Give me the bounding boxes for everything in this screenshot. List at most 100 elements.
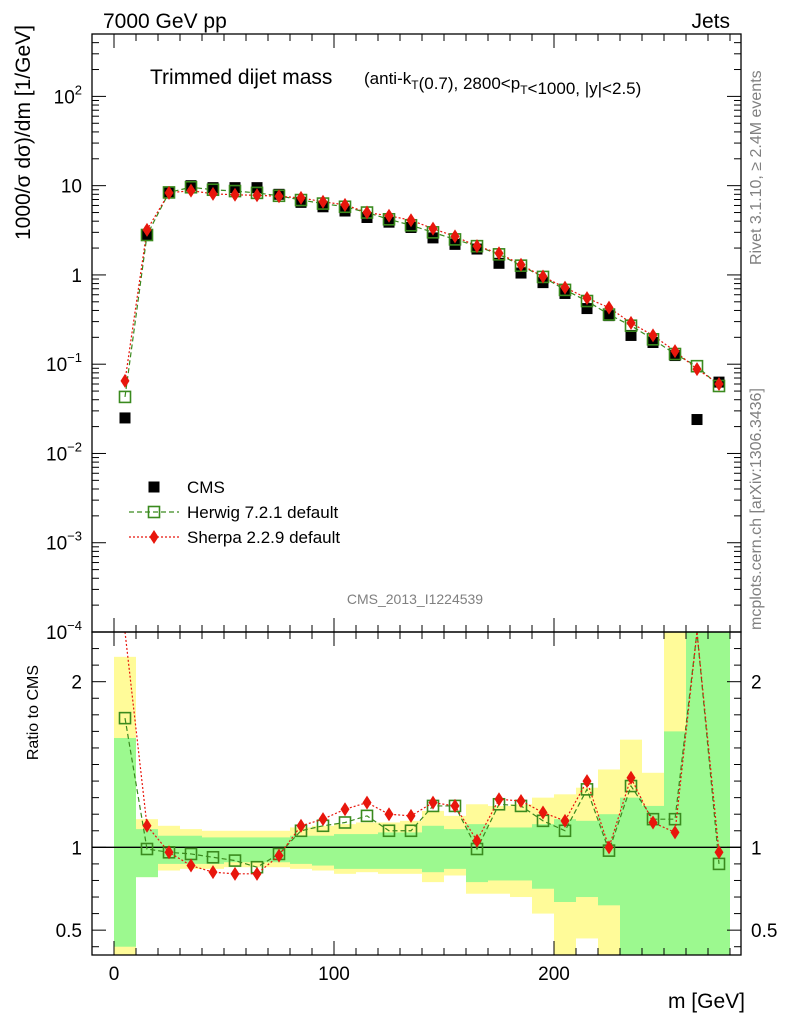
data-point-cms — [119, 412, 131, 424]
green-band-bin — [400, 832, 422, 869]
ratio-point-sherpa — [252, 866, 262, 881]
data-point-sherpa — [406, 213, 416, 228]
y-tick-label: 10−2 — [46, 439, 82, 465]
y-tick-label: 10−4 — [46, 618, 82, 644]
data-point-sherpa — [120, 373, 130, 388]
ratio-point-herwig — [118, 711, 132, 725]
x-tick-label: 200 — [538, 964, 570, 985]
ratio-point-herwig — [338, 816, 352, 829]
ratio-point-herwig — [228, 854, 242, 867]
legend-marker-cms — [148, 481, 160, 493]
ratio-point-sherpa — [340, 802, 350, 817]
data-point-sherpa — [472, 239, 482, 254]
ratio-line-sherpa — [124, 631, 720, 875]
ratio-point-sherpa — [604, 840, 614, 855]
legend-label: Herwig 7.2.1 default — [187, 503, 338, 522]
ratio-point-sherpa — [384, 807, 394, 822]
data-point-sherpa — [516, 257, 526, 272]
ratio-point-herwig — [206, 850, 220, 864]
data-point-cms — [691, 414, 703, 426]
data-point-sherpa — [164, 185, 174, 200]
green-band-bin — [444, 829, 466, 869]
data-point-cms — [493, 257, 505, 269]
data-point-cms — [515, 267, 527, 279]
ratio-point-sherpa — [626, 770, 636, 785]
green-band-bin — [224, 837, 246, 863]
ratio-y-tick-label-right: 1 — [751, 838, 762, 859]
ratio-point-sherpa — [516, 793, 526, 808]
data-point-herwig — [118, 390, 132, 404]
ratio-point-sherpa — [230, 866, 240, 881]
data-point-sherpa — [274, 189, 284, 204]
data-point-sherpa — [626, 315, 636, 330]
ratio-point-sherpa — [648, 815, 658, 830]
ratio-point-sherpa — [296, 818, 306, 833]
ratio-point-sherpa — [318, 812, 328, 827]
y-tick-label: 10 — [61, 177, 82, 198]
legend: CMS Herwig 7.2.1 default Sherpa 2.2.9 defa… — [129, 478, 340, 547]
svg-text:Trimmed dijet mass: Trimmed dijet mass — [150, 66, 332, 89]
ratio-point-sherpa — [450, 798, 460, 813]
ratio-y-tick-label-left: 2 — [71, 673, 82, 694]
data-point-sherpa — [604, 300, 614, 315]
data-point-sherpa — [692, 362, 702, 377]
ratio-point-sherpa — [428, 795, 438, 810]
data-point-cms — [647, 337, 659, 349]
ratio-point-herwig — [668, 812, 682, 826]
y-tick-label: 1 — [71, 266, 82, 287]
green-band-bin — [334, 834, 356, 869]
axis-ticks: 10−4 10−3 10−2 10−1 1 10 102 0 100 200 0.5 0.5 1 1 2 2 — [46, 33, 777, 985]
main-ylabel: 1000/σ dσ)/dm [1/GeV] — [12, 25, 35, 240]
xlabel: m [GeV] — [668, 990, 745, 1013]
ratio-point-sherpa — [362, 795, 372, 810]
legend-marker-sherpa — [149, 530, 159, 544]
data-point-sherpa — [230, 187, 240, 202]
green-band-bin — [356, 834, 378, 869]
ratio-point-sherpa — [494, 792, 504, 807]
ratio-point-sherpa — [472, 833, 482, 848]
ratio-y-tick-label-left: 0.5 — [56, 921, 82, 942]
ratio-point-sherpa — [582, 774, 592, 789]
green-band-bin — [136, 829, 158, 878]
rivet-version-label: Rivet 3.1.10, ≥ 2.4M events — [748, 70, 765, 265]
ratio-uncertainty-bands — [92, 632, 741, 955]
green-band-bin — [532, 824, 554, 889]
data-point-sherpa — [252, 188, 262, 203]
data-point-sherpa — [186, 183, 196, 198]
data-point-sherpa — [296, 190, 306, 205]
legend-label: Sherpa 2.2.9 default — [187, 528, 340, 547]
analysis-watermark: CMS_2013_I1224539 — [347, 591, 483, 607]
ratio-point-herwig — [382, 824, 396, 838]
y-tick-label: 10−1 — [46, 350, 82, 376]
ratio-ylabel: Ratio to CMS — [25, 665, 42, 760]
y-tick-label: 10−3 — [46, 529, 82, 555]
header-energy-label: 7000 GeV pp — [103, 10, 227, 33]
data-point-sherpa — [494, 246, 504, 261]
data-point-sherpa — [384, 208, 394, 223]
ratio-point-sherpa — [714, 845, 724, 860]
data-point-sherpa — [428, 221, 438, 236]
ratio-point-herwig — [360, 809, 374, 823]
ratio-point-sherpa — [406, 808, 416, 823]
data-point-sherpa — [450, 229, 460, 244]
green-band-bin — [466, 824, 488, 883]
ratio-line-herwig — [124, 631, 720, 868]
ratio-point-sherpa — [208, 865, 218, 880]
data-point-sherpa — [582, 291, 592, 306]
mcplots-source-label: mcplots.cern.ch [arXiv:1306.3436] — [748, 388, 765, 630]
green-band-bin — [246, 837, 268, 863]
green-band-bin — [554, 819, 576, 902]
ratio-point-sherpa — [538, 805, 548, 820]
green-band-bin — [312, 835, 334, 866]
green-band-bin — [598, 814, 620, 906]
green-band-bin — [664, 731, 686, 955]
data-point-sherpa — [714, 377, 724, 392]
legend-marker-herwig — [147, 505, 161, 519]
data-point-cms — [229, 182, 241, 194]
data-point-cms — [581, 303, 593, 315]
ratio-y-tick-label-right: 2 — [751, 673, 762, 694]
main-line-herwig — [124, 186, 720, 397]
green-band-bin — [114, 738, 136, 947]
ratio-point-sherpa — [670, 825, 680, 840]
legend-label: CMS — [187, 478, 225, 497]
